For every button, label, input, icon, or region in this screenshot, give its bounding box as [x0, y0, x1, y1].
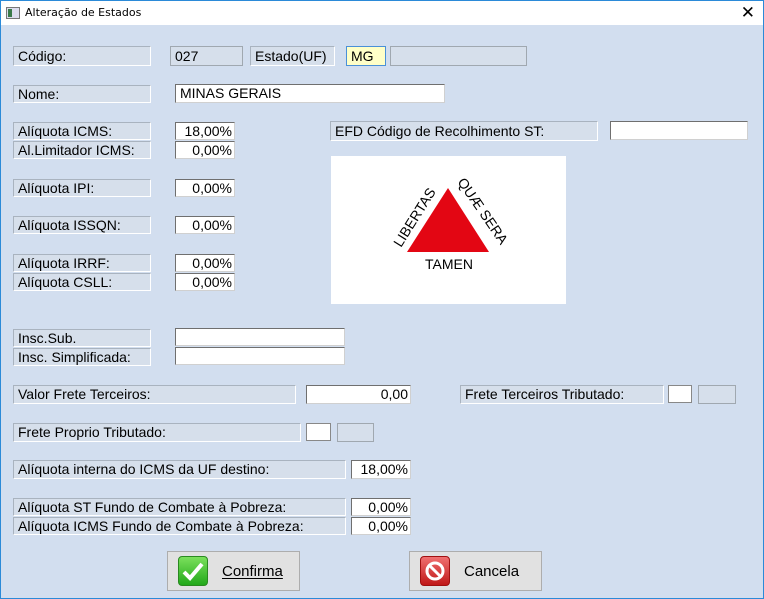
estado-label: Estado(UF) [250, 46, 335, 66]
insc-simplificada-input[interactable] [175, 347, 345, 365]
window-title: Alteração de Estados [25, 6, 142, 19]
flag-triangle [407, 188, 489, 252]
valor-frete-label: Valor Frete Terceiros: [13, 385, 296, 404]
frete-terceiros-tributado-checkbox[interactable] [668, 385, 692, 403]
aliquota-ipi-label: Alíquota IPI: [13, 179, 151, 197]
aliquota-issqn-label: Alíquota ISSQN: [13, 216, 151, 234]
title-bar: Alteração de Estados ✕ [1, 1, 763, 25]
aliquota-csll-label: Alíquota CSLL: [13, 273, 151, 291]
prohibited-icon [420, 556, 450, 586]
insc-simplificada-label: Insc. Simplificada: [13, 348, 151, 366]
aliquota-st-fcp-input[interactable]: 0,00% [351, 498, 411, 516]
limitador-icms-input[interactable]: 0,00% [175, 141, 235, 159]
close-icon[interactable]: ✕ [740, 3, 755, 22]
flag-text-bottom: TAMEN [425, 256, 473, 272]
frete-terceiros-tributado-field [698, 385, 736, 404]
insc-sub-label: Insc.Sub. [13, 329, 151, 347]
efd-label: EFD Código de Recolhimento ST: [330, 121, 598, 141]
aliquota-interna-label: Alíquota interna do ICMS da UF destino: [13, 460, 346, 479]
aliquota-irrf-label: Alíquota IRRF: [13, 254, 151, 272]
aliquota-csll-input[interactable]: 0,00% [175, 273, 235, 291]
aliquota-st-fcp-label: Alíquota ST Fundo de Combate à Pobreza: [13, 498, 346, 516]
aliquota-icms-fcp-label: Alíquota ICMS Fundo de Combate à Pobreza… [13, 517, 346, 535]
aliquota-irrf-input[interactable]: 0,00% [175, 254, 235, 272]
codigo-label: Código: [13, 46, 151, 66]
aliquota-icms-fcp-input[interactable]: 0,00% [351, 517, 411, 535]
aliquota-icms-input[interactable]: 18,00% [175, 122, 235, 140]
insc-sub-input[interactable] [175, 328, 345, 346]
frete-terceiros-tributado-label: Frete Terceiros Tributado: [460, 385, 664, 404]
estado-extra-field [390, 46, 527, 66]
aliquota-issqn-input[interactable]: 0,00% [175, 216, 235, 234]
codigo-value: 027 [170, 46, 243, 66]
frete-proprio-tributado-label: Frete Proprio Tributado: [13, 423, 301, 442]
limitador-icms-label: Al.Limitador ICMS: [13, 141, 151, 159]
confirm-label: Confirma [222, 562, 283, 580]
nome-input[interactable]: MINAS GERAIS [175, 84, 445, 103]
valor-frete-input[interactable]: 0,00 [306, 385, 411, 404]
aliquota-ipi-input[interactable]: 0,00% [175, 179, 235, 197]
state-flag-image: LIBERTAS QUÆ SERA TAMEN [331, 156, 566, 304]
aliquota-icms-label: Alíquota ICMS: [13, 122, 151, 140]
aliquota-interna-input[interactable]: 18,00% [351, 460, 411, 479]
estado-input[interactable]: MG [346, 46, 386, 66]
confirm-button[interactable]: Confirma [167, 551, 300, 591]
cancel-button[interactable]: Cancela [409, 551, 542, 591]
nome-label: Nome: [13, 85, 151, 103]
app-icon [6, 7, 20, 19]
frete-proprio-tributado-field [337, 423, 374, 442]
efd-input[interactable] [610, 121, 748, 140]
cancel-label: Cancela [464, 562, 520, 580]
checkmark-icon [178, 556, 208, 586]
frete-proprio-tributado-checkbox[interactable] [306, 423, 331, 441]
